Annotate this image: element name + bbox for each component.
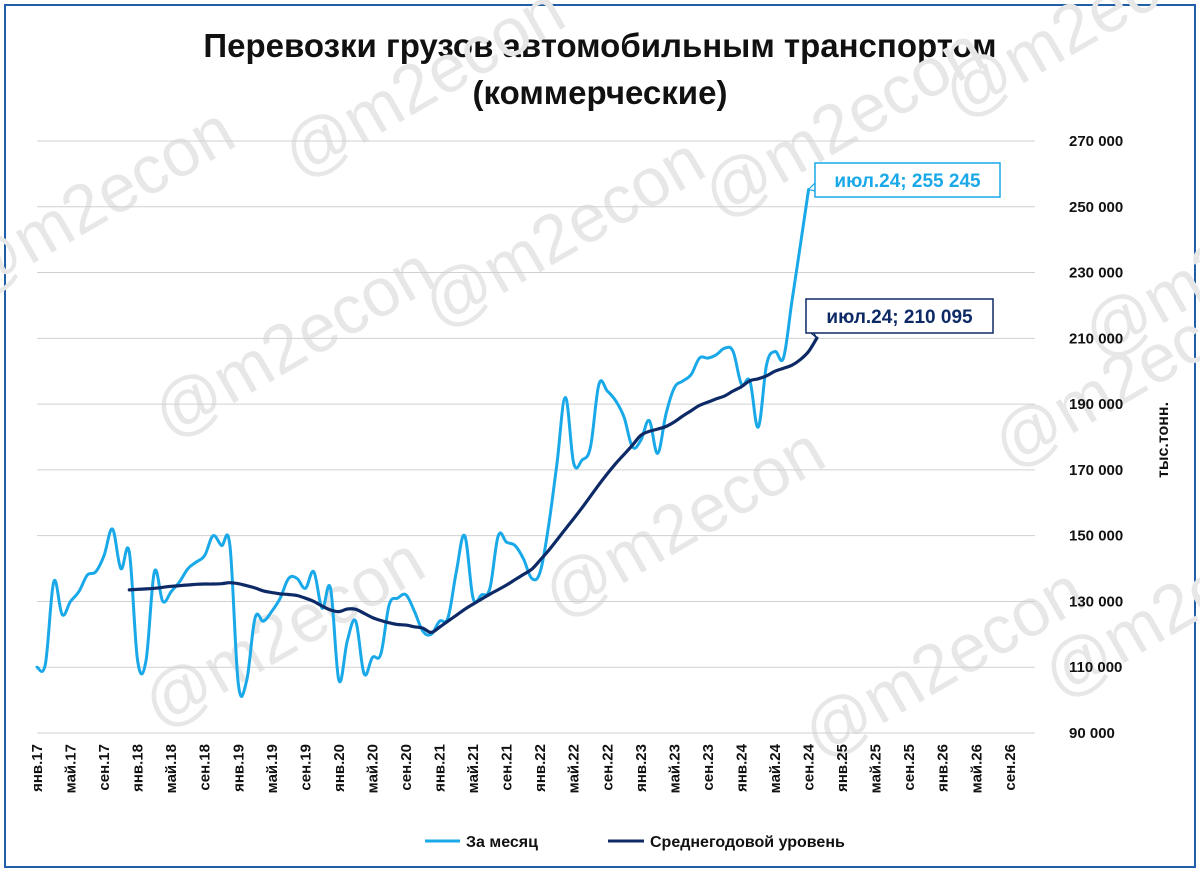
x-tick-label: сен.21 xyxy=(499,744,516,791)
chart-title: Перевозки грузов автомобильным транспорт… xyxy=(0,22,1200,116)
callout-label: июл.24; 210 095 xyxy=(826,307,973,328)
watermark-text: @m2econ xyxy=(0,92,247,313)
x-tick-label: сен.26 xyxy=(1002,744,1019,791)
y-axis-label: тыс.тонн. xyxy=(1155,402,1172,478)
x-tick-label: май.17 xyxy=(63,744,80,793)
x-axis-ticks: янв.17 май.17 сен.17 янв.18 май.18 сен.18 янв.… xyxy=(29,743,1019,793)
watermark-text: @m2econ xyxy=(410,122,717,343)
x-tick-label: май.21 xyxy=(465,744,482,793)
grid-lines xyxy=(37,140,1035,734)
x-tick-label: сен.25 xyxy=(901,744,918,791)
watermark-text: @m2econ xyxy=(130,522,437,743)
legend-label-annual: Среднегодовой уровень xyxy=(650,834,845,851)
y-axis-ticks: 90 000 110 000 130 000 150 000 170 000 190 00… xyxy=(1069,133,1123,742)
x-tick-label: май.26 xyxy=(968,744,985,793)
x-tick-label: сен.20 xyxy=(398,744,415,791)
watermark-text: @m2econ xyxy=(270,0,577,193)
chart-title-line2: (коммерческие) xyxy=(472,74,728,111)
callout-box xyxy=(814,162,1001,198)
x-tick-label: май.23 xyxy=(666,744,683,793)
x-tick-label: янв.23 xyxy=(633,744,650,792)
x-tick-label: янв.25 xyxy=(834,744,851,792)
callout-label: июл.24; 255 245 xyxy=(834,171,981,192)
x-tick-label: май.22 xyxy=(566,744,583,793)
watermark-text: @m2econ xyxy=(930,0,1200,133)
x-tick-label: сен.17 xyxy=(96,744,113,791)
x-tick-label: янв.18 xyxy=(130,744,147,792)
y-tick-label: 130 000 xyxy=(1069,593,1123,610)
series-lines xyxy=(35,188,819,698)
x-tick-label: янв.21 xyxy=(432,744,449,792)
watermark-layer: @m2econ@m2econ@m2econ@m2econ@m2econ@m2ec… xyxy=(0,0,1200,773)
x-tick-label: янв.19 xyxy=(230,744,247,792)
x-tick-label: май.18 xyxy=(163,744,180,793)
y-tick-label: 250 000 xyxy=(1069,199,1123,216)
x-tick-label: май.25 xyxy=(868,744,885,793)
chart-title-line1: Перевозки грузов автомобильным транспорт… xyxy=(203,27,997,64)
x-tick-label: сен.24 xyxy=(801,743,818,790)
watermark-text: @m2econ xyxy=(690,12,997,233)
watermark-text: @m2econ xyxy=(530,412,837,633)
annual-average-series-line xyxy=(127,336,819,634)
x-tick-label: сен.18 xyxy=(197,744,214,791)
x-tick-label: янв.22 xyxy=(532,744,549,792)
y-tick-label: 150 000 xyxy=(1069,528,1123,545)
y-tick-label: 190 000 xyxy=(1069,396,1123,413)
y-tick-label: 230 000 xyxy=(1069,265,1123,282)
callouts: июл.24; 255 245 июл.24; 210 095 xyxy=(805,162,1001,339)
y-tick-label: 270 000 xyxy=(1069,133,1123,150)
x-tick-label: сен.22 xyxy=(599,744,616,791)
chart-frame xyxy=(4,4,1196,868)
legend-label-monthly: За месяц xyxy=(466,834,538,851)
y-tick-label: 110 000 xyxy=(1069,659,1122,676)
x-tick-label: сен.23 xyxy=(700,744,717,791)
y-tick-label: 170 000 xyxy=(1069,462,1123,479)
y-tick-label: 90 000 xyxy=(1069,725,1115,742)
x-tick-label: сен.19 xyxy=(297,744,314,791)
x-tick-label: янв.17 xyxy=(29,744,46,792)
x-tick-label: май.19 xyxy=(264,744,281,793)
y-tick-label: 210 000 xyxy=(1069,330,1123,347)
x-tick-label: янв.24 xyxy=(733,743,750,792)
legend: За месяц Среднегодовой уровень xyxy=(425,834,845,851)
watermark-text: @m2econ xyxy=(140,232,447,453)
callout-box xyxy=(805,298,994,334)
x-tick-label: май.20 xyxy=(364,744,381,793)
x-tick-label: май.24 xyxy=(767,743,784,793)
monthly-series-line xyxy=(35,188,811,698)
x-tick-label: янв.20 xyxy=(331,744,348,792)
x-tick-label: янв.26 xyxy=(935,744,952,792)
